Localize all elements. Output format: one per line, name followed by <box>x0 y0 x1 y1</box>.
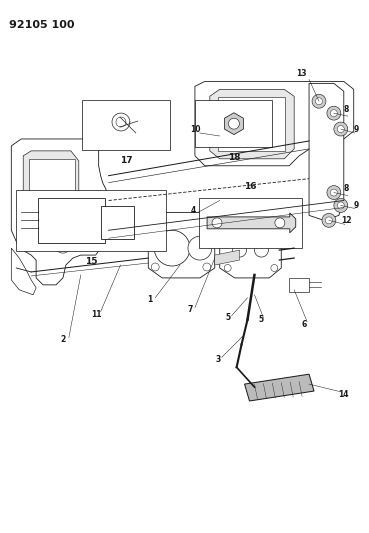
Polygon shape <box>210 90 294 159</box>
Circle shape <box>337 202 344 209</box>
Polygon shape <box>195 82 354 166</box>
Circle shape <box>203 263 211 271</box>
Bar <box>218 98 285 151</box>
Polygon shape <box>11 248 36 295</box>
Text: 4: 4 <box>190 206 196 215</box>
Text: 8: 8 <box>343 184 348 193</box>
Circle shape <box>151 263 159 271</box>
Polygon shape <box>220 215 281 278</box>
Circle shape <box>275 218 285 228</box>
Circle shape <box>330 110 337 117</box>
Circle shape <box>315 98 323 104</box>
Circle shape <box>212 218 222 228</box>
Circle shape <box>224 224 231 231</box>
Circle shape <box>312 94 326 108</box>
Text: 17: 17 <box>120 156 132 165</box>
Bar <box>38 198 106 244</box>
Text: 18: 18 <box>228 154 240 163</box>
Text: 3: 3 <box>215 355 220 364</box>
Polygon shape <box>224 113 244 135</box>
Bar <box>289 278 309 292</box>
Polygon shape <box>23 151 79 240</box>
Bar <box>29 159 75 220</box>
Text: 8: 8 <box>343 104 348 114</box>
Circle shape <box>322 213 336 227</box>
Circle shape <box>55 237 71 253</box>
Polygon shape <box>309 83 344 220</box>
Polygon shape <box>207 213 296 233</box>
Text: 6: 6 <box>301 320 307 329</box>
Text: 15: 15 <box>85 256 97 265</box>
Circle shape <box>154 230 190 266</box>
Circle shape <box>325 217 332 224</box>
Text: 5: 5 <box>259 315 264 324</box>
Text: 5: 5 <box>225 313 230 322</box>
Bar <box>101 206 134 239</box>
Text: 7: 7 <box>187 305 193 314</box>
Circle shape <box>327 106 341 120</box>
Circle shape <box>232 243 246 257</box>
Text: 2: 2 <box>60 335 66 344</box>
Circle shape <box>224 264 231 271</box>
Circle shape <box>255 243 268 257</box>
Bar <box>82 100 170 150</box>
Bar <box>196 100 272 148</box>
Circle shape <box>188 236 212 260</box>
Bar <box>16 190 166 251</box>
Text: 10: 10 <box>190 125 200 134</box>
Text: 16: 16 <box>244 182 257 191</box>
Polygon shape <box>148 213 215 278</box>
Text: 9: 9 <box>354 201 359 210</box>
Text: 12: 12 <box>342 216 352 225</box>
Bar <box>199 198 302 248</box>
Circle shape <box>330 189 337 196</box>
Circle shape <box>203 219 211 227</box>
Text: 1: 1 <box>148 295 153 304</box>
Circle shape <box>151 219 159 227</box>
Circle shape <box>327 185 341 199</box>
Text: 14: 14 <box>338 390 349 399</box>
Text: 92105 100: 92105 100 <box>9 20 75 30</box>
Polygon shape <box>215 250 239 265</box>
Polygon shape <box>245 374 314 401</box>
Circle shape <box>271 264 278 271</box>
Text: 11: 11 <box>92 310 102 319</box>
Circle shape <box>228 118 239 129</box>
Circle shape <box>334 198 348 213</box>
Text: 13: 13 <box>296 69 306 78</box>
Polygon shape <box>11 139 108 285</box>
Circle shape <box>334 122 348 136</box>
Circle shape <box>271 224 278 231</box>
Circle shape <box>337 126 344 133</box>
Text: 9: 9 <box>354 125 359 134</box>
